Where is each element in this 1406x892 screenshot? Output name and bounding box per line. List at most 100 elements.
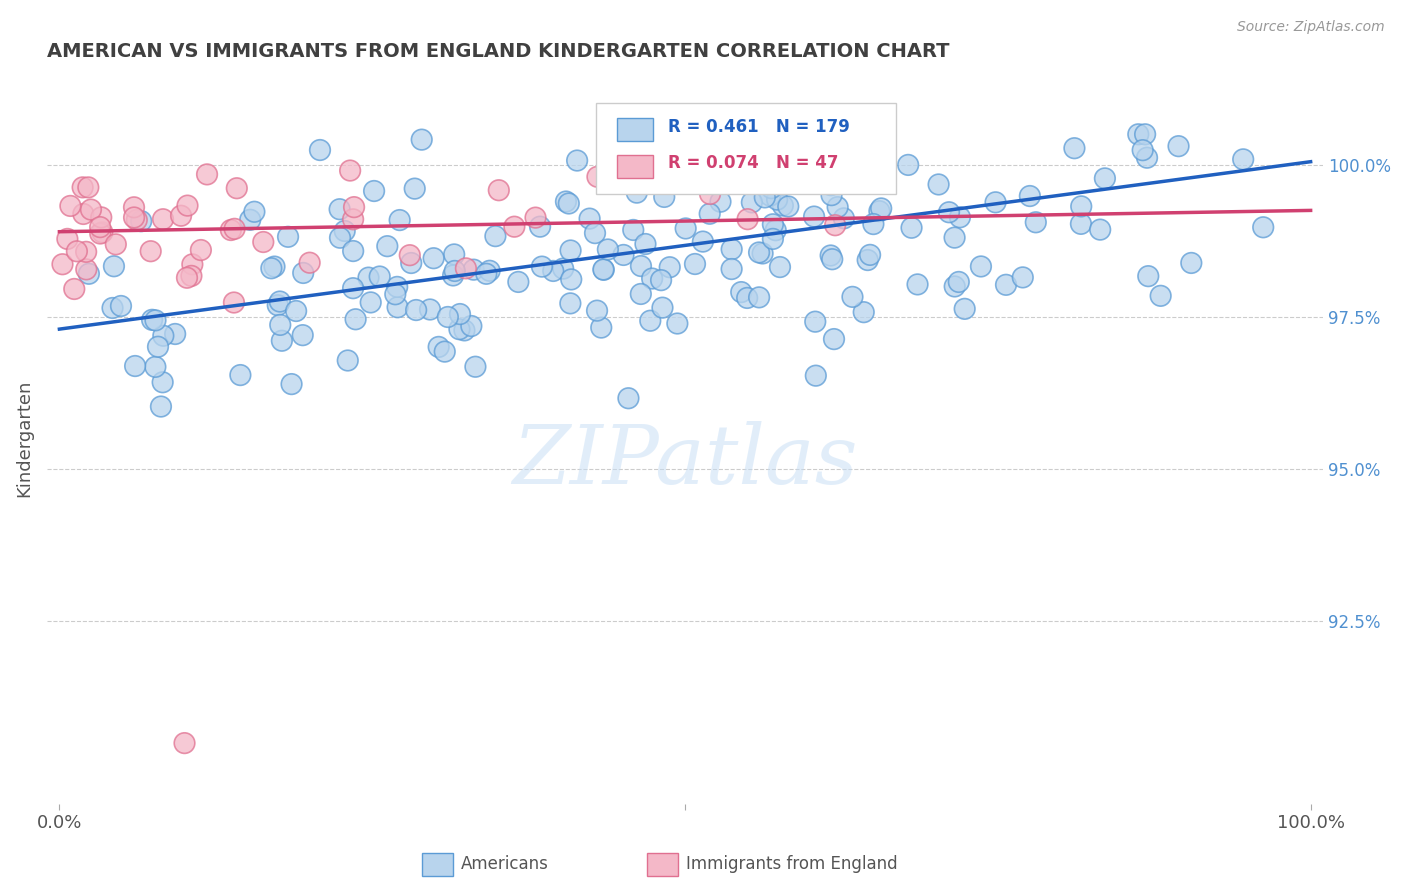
Point — [530, 260, 553, 274]
Point — [229, 368, 252, 382]
Point — [503, 219, 526, 234]
Point — [578, 211, 600, 226]
Point — [422, 251, 444, 265]
Point — [900, 220, 922, 235]
Point — [943, 279, 966, 293]
Point — [77, 267, 100, 281]
Point — [291, 328, 314, 343]
Point — [832, 211, 855, 226]
Point — [720, 262, 742, 277]
Point — [357, 270, 380, 285]
Point — [558, 196, 581, 211]
Point — [612, 248, 634, 262]
Point — [1011, 270, 1033, 285]
Point — [195, 167, 218, 181]
Point — [56, 232, 79, 246]
Point — [165, 326, 187, 341]
Point — [180, 268, 202, 283]
Point — [344, 312, 367, 326]
Point — [433, 344, 456, 359]
Point — [464, 359, 486, 374]
Point — [827, 200, 849, 214]
Point — [769, 260, 792, 274]
Point — [652, 190, 675, 204]
Point — [66, 244, 89, 259]
Point — [375, 239, 398, 253]
Point — [1063, 141, 1085, 155]
Point — [699, 186, 721, 201]
Point — [110, 299, 132, 313]
Point — [475, 267, 498, 281]
Point — [484, 229, 506, 244]
Point — [647, 174, 669, 188]
Point — [329, 231, 352, 245]
Point — [651, 301, 673, 315]
Point — [404, 181, 426, 195]
Point — [640, 314, 662, 328]
Point — [219, 223, 242, 237]
Point — [72, 207, 94, 221]
Point — [173, 736, 195, 750]
Point — [630, 259, 652, 273]
Point — [1137, 269, 1160, 284]
Point — [586, 169, 609, 184]
Point — [583, 226, 606, 240]
Point — [129, 214, 152, 228]
Point — [658, 260, 681, 275]
Bar — [647, 853, 678, 876]
Point — [820, 248, 842, 262]
Point — [269, 294, 291, 309]
Point — [626, 186, 648, 200]
Point — [1167, 139, 1189, 153]
Point — [1133, 128, 1156, 142]
Point — [553, 261, 575, 276]
Point — [820, 178, 842, 193]
Point — [841, 128, 863, 142]
Bar — [422, 853, 453, 876]
Text: Immigrants from England: Immigrants from England — [686, 855, 898, 873]
Point — [524, 211, 547, 225]
Point — [720, 242, 742, 256]
Point — [748, 245, 770, 260]
Point — [709, 194, 731, 209]
Point — [948, 275, 970, 289]
Point — [821, 252, 844, 267]
Point — [263, 260, 285, 274]
Point — [91, 226, 114, 240]
Point — [75, 262, 97, 277]
Point — [650, 273, 672, 287]
Point — [1088, 222, 1111, 236]
Point — [758, 167, 780, 181]
Point — [741, 195, 763, 210]
Point — [730, 285, 752, 299]
Point — [617, 391, 640, 405]
Point — [427, 340, 450, 354]
Point — [419, 302, 441, 317]
Point — [176, 199, 198, 213]
Point — [269, 318, 291, 332]
Point — [666, 317, 689, 331]
Point — [1136, 151, 1159, 165]
Point — [101, 301, 124, 315]
Point — [176, 270, 198, 285]
Point — [63, 282, 86, 296]
Text: Source: ZipAtlas.com: Source: ZipAtlas.com — [1237, 20, 1385, 34]
Point — [630, 287, 652, 301]
Point — [449, 307, 471, 321]
Point — [72, 180, 94, 194]
Point — [824, 218, 846, 232]
Point — [1070, 199, 1092, 213]
Point — [460, 318, 482, 333]
Point — [592, 262, 614, 277]
Point — [859, 248, 882, 262]
Point — [292, 266, 315, 280]
Point — [907, 277, 929, 292]
Point — [596, 243, 619, 257]
Point — [823, 332, 845, 346]
Point — [555, 194, 578, 209]
Point — [343, 200, 366, 214]
Point — [222, 295, 245, 310]
Point — [309, 143, 332, 157]
Point — [692, 235, 714, 249]
Point — [51, 257, 73, 271]
